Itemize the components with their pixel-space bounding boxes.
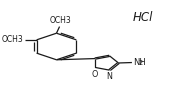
Text: N: N <box>107 72 113 81</box>
Text: OCH3: OCH3 <box>2 35 23 44</box>
Text: 2: 2 <box>139 60 143 66</box>
Text: O: O <box>92 70 98 79</box>
Text: OCH3: OCH3 <box>49 16 71 25</box>
Text: HCl: HCl <box>132 11 153 24</box>
Text: NH: NH <box>133 58 145 67</box>
